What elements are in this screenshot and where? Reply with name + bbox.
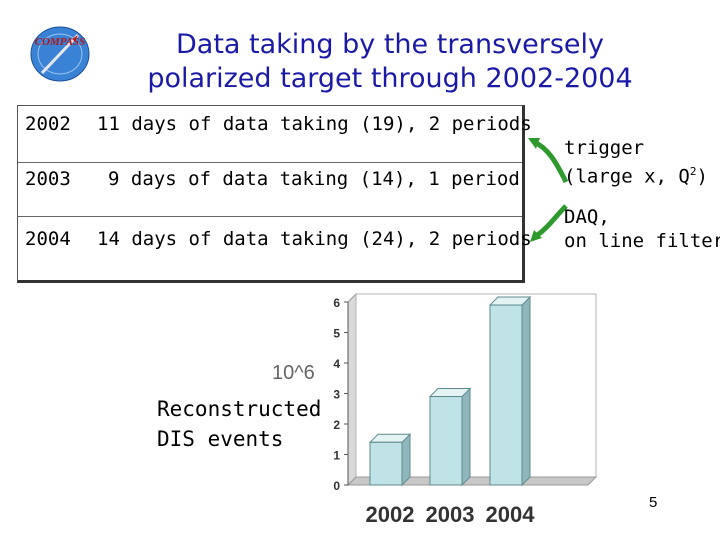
bar-side-2002 (401, 433, 411, 487)
bar-2002 (369, 441, 403, 486)
daq-note-line-1: DAQ, (564, 206, 610, 228)
bar-side-2004 (521, 295, 531, 487)
year-cell: 2003 (25, 168, 71, 190)
x-tick-label-2004: 2004 (486, 502, 536, 527)
year-cell: 2002 (25, 113, 71, 135)
chart-unit-label: 10^6 (272, 362, 315, 384)
curved-arrow-icon (530, 204, 568, 242)
dis-events-bar-chart: 0 1 2 3 4 5 6 2002 2003 2004 (333, 292, 598, 527)
y-tick-label: 4 (333, 357, 340, 371)
x-tick-label-2002: 2002 (366, 502, 415, 527)
row-separator (18, 162, 522, 163)
slide-title: Data taking by the transversely polarize… (120, 28, 660, 96)
trigger-note: trigger (large x, Q2) (564, 136, 708, 188)
title-line-2: polarized target through 2002-2004 (147, 63, 633, 94)
description-cell: 11 days of data taking (19), 2 periods (97, 113, 532, 135)
row-separator (18, 216, 522, 217)
y-tick-label: 0 (333, 479, 340, 493)
trigger-note-line-2: (large x, Q2) (564, 165, 708, 188)
data-taking-table (17, 105, 525, 283)
year-cell: 2004 (25, 228, 71, 250)
y-tick-label: 6 (333, 296, 340, 310)
caption-line-2: DIS events (157, 427, 284, 451)
y-tick-label: 1 (333, 449, 340, 463)
page-number: 5 (649, 494, 658, 511)
chart-left-wall (347, 292, 357, 487)
y-tick-label: 5 (333, 327, 340, 341)
bar-2004 (489, 304, 523, 486)
title-line-1: Data taking by the transversely (175, 29, 604, 60)
bar-2003 (429, 396, 463, 486)
y-tick-label: 2 (333, 418, 340, 432)
logo-text: COMPASS (35, 36, 86, 48)
description-cell: 9 days of data taking (14), 1 period (108, 168, 520, 190)
compass-logo-icon: COMPASS (30, 26, 90, 82)
y-tick-label: 3 (333, 388, 340, 402)
curved-arrow-icon (528, 138, 569, 184)
description-cell: 14 days of data taking (24), 2 periods (97, 228, 532, 250)
bar-side-2003 (461, 387, 471, 487)
trigger-note-line-1: trigger (564, 137, 645, 159)
chart-caption: Reconstructed DIS events (157, 394, 321, 454)
caption-line-1: Reconstructed (157, 397, 322, 421)
x-tick-label-2003: 2003 (426, 502, 475, 527)
daq-note: DAQ, on line filter (564, 205, 720, 253)
daq-note-line-2: on line filter (564, 230, 720, 252)
